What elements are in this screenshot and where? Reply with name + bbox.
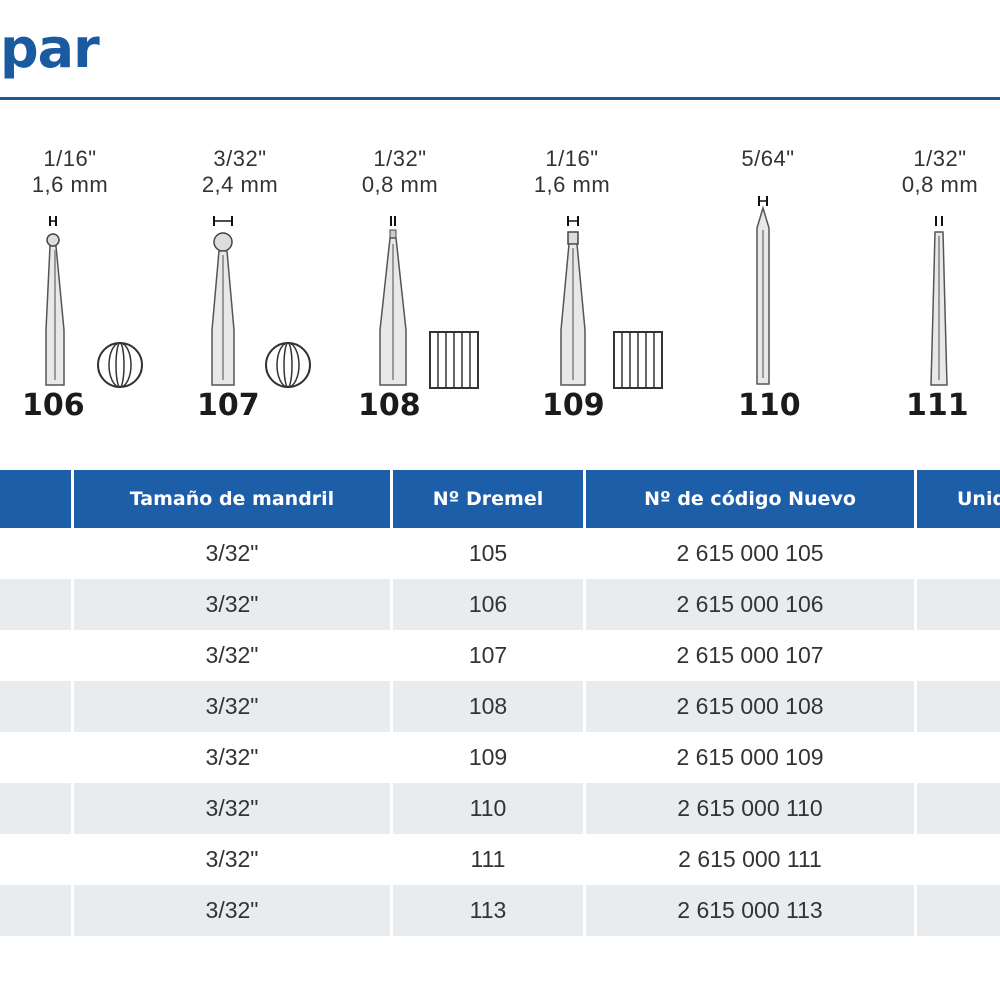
bit-size-mm: 0,8 mm — [901, 172, 979, 197]
cell-code: 2 615 000 113 — [677, 897, 823, 923]
header-chuck-size: Tamaño de mandril — [129, 488, 335, 510]
cell-dremel: 105 — [468, 540, 508, 566]
page-title: par — [0, 17, 100, 80]
title-divider — [0, 97, 1000, 100]
table-row: 3/32" 113 2 615 000 113 — [0, 885, 1000, 936]
header-code-number: Nº de código Nuevo — [644, 488, 856, 510]
cell-chuck: 3/32" — [205, 897, 259, 923]
header-units: Unid — [957, 488, 1000, 510]
bit-110-drawing — [756, 196, 770, 385]
bit-number: 108 — [358, 388, 421, 423]
bit-size-in: 3/32" — [213, 146, 267, 171]
bit-size-in: 1/16" — [43, 146, 97, 171]
bit-106-drawing — [45, 216, 143, 388]
cell-chuck: 3/32" — [205, 540, 259, 566]
table-row: 3/32" 105 2 615 000 105 — [0, 528, 1000, 579]
cell-code: 2 615 000 108 — [676, 693, 824, 719]
bit-size-mm: 0,8 mm — [361, 172, 439, 197]
cell-code: 2 615 000 109 — [676, 744, 824, 770]
cell-dremel: 109 — [468, 744, 508, 770]
bit-size-mm: 1,6 mm — [533, 172, 611, 197]
bit-size-in: 1/32" — [373, 146, 427, 171]
cell-chuck: 3/32" — [205, 693, 259, 719]
cell-chuck: 3/32" — [205, 642, 259, 668]
bit-number: 110 — [738, 388, 801, 423]
cell-dremel: 108 — [468, 693, 508, 719]
table-header: Tamaño de mandril Nº Dremel Nº de código… — [0, 470, 1000, 528]
cell-dremel: 111 — [470, 846, 506, 872]
table-row: 3/32" 108 2 615 000 108 — [0, 681, 1000, 732]
cell-chuck: 3/32" — [205, 846, 259, 872]
bit-size-in: 5/64" — [741, 146, 795, 171]
cell-code: 2 615 000 106 — [676, 591, 824, 617]
cell-code: 2 615 000 107 — [676, 642, 824, 668]
cell-code: 2 615 000 105 — [676, 540, 824, 566]
table-row: 3/32" 111 2 615 000 111 — [0, 834, 1000, 885]
bit-size-mm: 2,4 mm — [201, 172, 279, 197]
cell-dremel: 113 — [469, 897, 507, 923]
cell-dremel: 110 — [469, 795, 507, 821]
bit-size-mm: 1,6 mm — [31, 172, 109, 197]
bit-number: 106 — [22, 388, 85, 423]
cell-dremel: 106 — [468, 591, 508, 617]
bit-number: 109 — [542, 388, 605, 423]
bit-107-drawing — [211, 216, 311, 388]
bit-109-drawing — [560, 216, 663, 389]
cell-chuck: 3/32" — [205, 591, 259, 617]
bit-111-drawing — [930, 216, 948, 386]
cell-code: 2 615 000 111 — [678, 846, 822, 872]
table-row: 3/32" 109 2 615 000 109 — [0, 732, 1000, 783]
bit-number: 107 — [197, 388, 260, 423]
header-dremel-number: Nº Dremel — [432, 488, 544, 510]
cell-code: 2 615 000 110 — [677, 795, 823, 821]
cell-chuck: 3/32" — [205, 744, 259, 770]
table-row: 3/32" 110 2 615 000 110 — [0, 783, 1000, 834]
bit-number: 111 — [906, 388, 969, 423]
bit-108-drawing — [379, 216, 479, 389]
cell-chuck: 3/32" — [205, 795, 259, 821]
cell-dremel: 107 — [468, 642, 508, 668]
table-row: 3/32" 107 2 615 000 107 — [0, 630, 1000, 681]
bit-size-in: 1/16" — [545, 146, 599, 171]
bit-size-in: 1/32" — [913, 146, 967, 171]
table-row: 3/32" 106 2 615 000 106 — [0, 579, 1000, 630]
